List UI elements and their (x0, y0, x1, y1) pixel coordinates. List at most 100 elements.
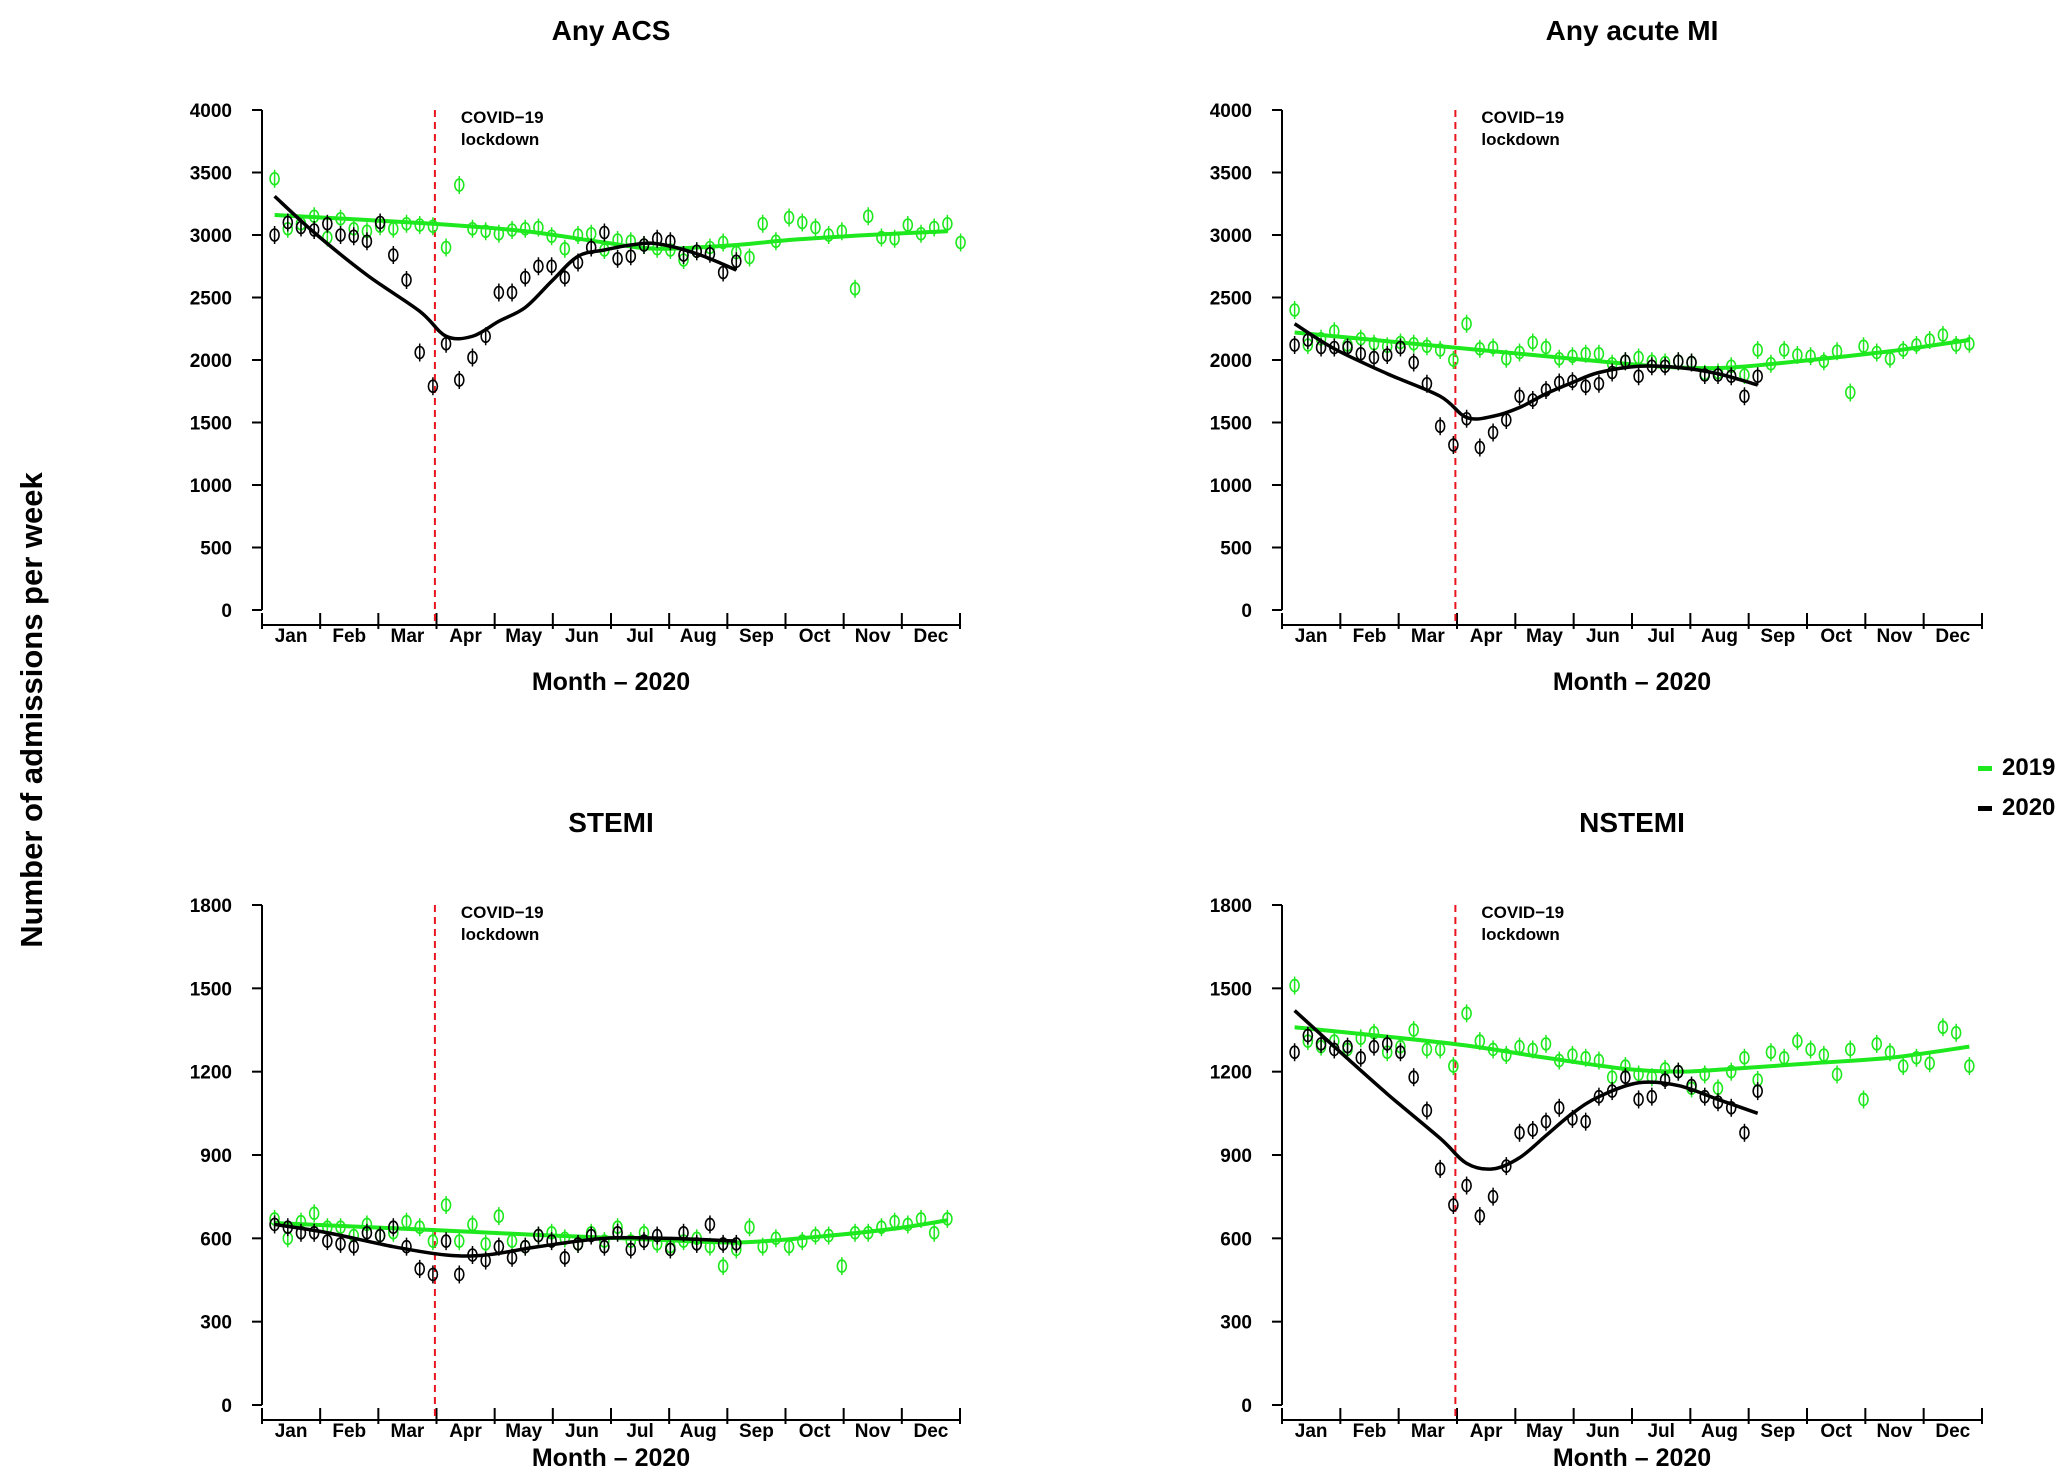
data-point (269, 169, 280, 188)
point-marker (480, 329, 491, 344)
point-marker (796, 215, 808, 230)
point-marker (1421, 339, 1433, 354)
point-marker (1818, 354, 1830, 369)
point-marker (1514, 345, 1525, 360)
point-marker (1580, 1114, 1591, 1129)
x-tick-label: Mar (391, 626, 425, 647)
data-point (1434, 1040, 1446, 1059)
point-marker (1474, 1209, 1486, 1223)
y-tick-label: 4000 (1210, 101, 1252, 122)
point-marker (1620, 1070, 1631, 1085)
point-marker (915, 1212, 927, 1226)
y-tick-label: 1000 (190, 476, 232, 497)
point-marker (308, 1206, 320, 1221)
point-marker (625, 249, 637, 264)
point-marker (519, 221, 531, 236)
x-tick-label: Jul (1647, 626, 1674, 647)
data-point (427, 217, 439, 236)
data-point (480, 1251, 491, 1270)
data-point (282, 1218, 294, 1237)
data-point (796, 1232, 808, 1251)
point-marker (1540, 1037, 1552, 1051)
data-point (1924, 1054, 1935, 1073)
point-marker (361, 1225, 373, 1240)
point-marker (506, 1234, 518, 1248)
point-marker (1381, 348, 1393, 362)
data-point (453, 176, 465, 194)
point-marker (1527, 1042, 1539, 1057)
data-point (335, 1234, 346, 1253)
point-marker (467, 221, 478, 236)
point-marker (493, 1239, 505, 1254)
data-point (1593, 1087, 1605, 1106)
point-marker (599, 1239, 610, 1254)
point-marker (1434, 1042, 1446, 1057)
data-point (1593, 374, 1605, 393)
data-point (1540, 338, 1552, 357)
point-marker (1434, 419, 1446, 434)
point-marker (427, 1234, 439, 1248)
point-marker (1487, 425, 1499, 440)
x-tick-label: Dec (1935, 626, 1970, 647)
point-marker (1567, 1048, 1578, 1062)
point-marker (849, 281, 861, 296)
data-point (1673, 352, 1684, 371)
point-marker (1567, 349, 1578, 364)
series-2020 (1289, 322, 1763, 457)
chart-title: NSTEMI (1579, 807, 1685, 838)
point-marker (902, 218, 914, 232)
legend-swatch-2019 (1978, 765, 1992, 771)
data-point (1897, 341, 1909, 359)
data-point (1474, 1032, 1486, 1051)
point-marker (1633, 1067, 1644, 1082)
x-tick-label: Jun (1586, 1421, 1620, 1442)
data-point (493, 283, 505, 302)
x-tick-label: Jun (565, 1421, 599, 1442)
data-point (1289, 1043, 1300, 1062)
series-2019 (1289, 976, 1975, 1109)
point-marker (1725, 1064, 1737, 1079)
x-tick-label: May (505, 626, 542, 647)
x-tick-label: Oct (799, 1421, 831, 1442)
data-point (467, 219, 478, 238)
data-point (1434, 341, 1446, 359)
point-marker (295, 1225, 307, 1240)
point-marker (1765, 356, 1777, 371)
point-marker (1355, 1031, 1367, 1046)
point-marker (1540, 1114, 1552, 1129)
data-point (889, 1212, 900, 1231)
data-point (467, 1246, 478, 1264)
point-marker (796, 1234, 808, 1248)
x-tick-label: Sep (739, 1421, 774, 1442)
point-marker (1818, 1048, 1830, 1062)
x-tick-label: May (1526, 626, 1563, 647)
point-marker (1474, 440, 1486, 455)
point-marker (1302, 1028, 1314, 1043)
x-tick-label: Sep (739, 626, 774, 647)
point-marker (704, 1217, 716, 1232)
data-point (388, 219, 399, 238)
point-marker (480, 224, 491, 239)
point-marker (1805, 1042, 1816, 1057)
data-point (559, 1248, 571, 1267)
data-point (1461, 409, 1472, 428)
data-point (770, 1229, 782, 1248)
data-point (1606, 363, 1618, 382)
point-marker (493, 226, 505, 241)
point-marker (585, 240, 597, 255)
data-point (308, 1223, 320, 1242)
data-point (374, 213, 386, 232)
data-point (1897, 1057, 1909, 1076)
x-tick-label: Oct (1820, 626, 1852, 647)
data-point (1633, 367, 1644, 386)
x-tick-label: Dec (913, 1421, 948, 1442)
point-marker (585, 1228, 597, 1243)
point-marker (533, 259, 544, 274)
point-marker (717, 265, 729, 280)
data-point (876, 1218, 887, 1237)
data-point (1474, 1207, 1486, 1226)
point-marker (414, 218, 426, 232)
data-point (1792, 346, 1803, 364)
point-marker (1580, 346, 1591, 361)
data-point (1302, 331, 1314, 349)
